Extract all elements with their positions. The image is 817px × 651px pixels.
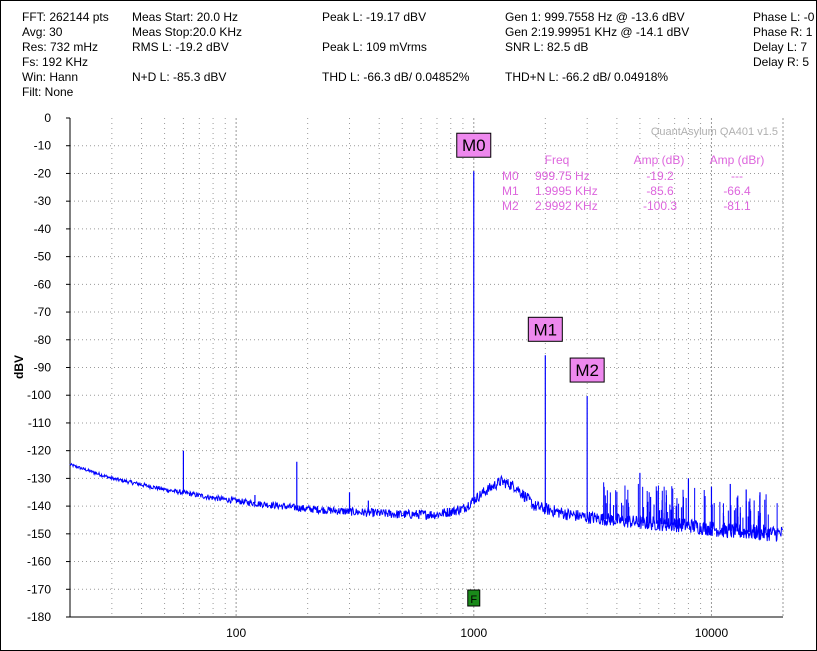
meas-stop: Meas Stop:20.0 KHz: [132, 25, 243, 39]
y-tick-label: -110: [28, 416, 51, 430]
x-tick-label: 10000: [695, 626, 729, 640]
marker-table-header: Amp (dBr): [710, 153, 765, 167]
y-tick-label: -160: [27, 555, 51, 569]
tick-labels: 0 -10 -20 -30 -40 -50 -60 -70 -80 -90 -100 -110 -120…: [27, 111, 728, 640]
y-tick-label: -40: [34, 222, 52, 236]
marker-table-freq: 999.75 Hz: [535, 169, 590, 183]
resolution: Res: 732 mHz: [22, 40, 99, 54]
marker-table-name: M2: [502, 199, 519, 213]
marker-label: M1: [533, 320, 557, 339]
marker-table-header: Freq: [545, 153, 570, 167]
y-tick-label: -180: [27, 610, 51, 624]
avg-count: Avg: 30: [22, 25, 63, 39]
peak-level-mv: Peak L: 109 mVrms: [322, 40, 427, 54]
generator-2: Gen 2:19.99951 KHz @ -14.1 dBV: [505, 25, 690, 39]
y-tick-label: -70: [34, 305, 52, 319]
marker-table-amp-db: -85.6: [646, 184, 674, 198]
snr-level: SNR L: 82.5 dB: [505, 40, 589, 54]
watermark: QuantAsylum QA401 v1.5: [651, 126, 778, 138]
marker-label: M0: [462, 136, 486, 155]
marker-table-amp-dbr: ---: [731, 169, 743, 183]
marker-table-name: M1: [502, 184, 519, 198]
delay-right: Delay R: 5: [753, 55, 810, 69]
phase-right: Phase R: 1: [753, 25, 813, 39]
window-type: Win: Hann: [22, 70, 79, 84]
marker-table-header: Amp (dB): [634, 153, 685, 167]
y-tick-label: -100: [27, 388, 51, 402]
peak-level-dbv: Peak L: -19.17 dBV: [322, 10, 427, 24]
marker-table-name: M0: [502, 169, 519, 183]
y-tick-label: -10: [34, 139, 52, 153]
y-tick-label: -170: [27, 582, 51, 596]
marker-table-amp-dbr: -66.4: [723, 184, 751, 198]
marker-table: Freq Amp (dB) Amp (dBr) M0 999.75 Hz -19.2 ---…: [502, 153, 764, 213]
plot-axes: [66, 117, 784, 618]
y-tick-label: -130: [27, 471, 51, 485]
marker-table-amp-dbr: -81.1: [723, 199, 751, 213]
y-tick-label: -140: [27, 499, 51, 513]
marker-flag: F: [467, 589, 481, 607]
x-tick-label: 100: [226, 626, 246, 640]
marker-table-amp-db: -100.3: [643, 199, 677, 213]
delay-left: Delay L: 7: [753, 40, 808, 54]
noise-distortion: N+D L: -85.3 dBV: [132, 70, 227, 84]
thdn-level: THD+N L: -66.2 dB/ 0.04918%: [505, 70, 669, 84]
y-tick-label: -30: [34, 194, 52, 208]
marker-box: [456, 132, 492, 158]
x-tick-label: 1000: [460, 626, 487, 640]
fft-points: FFT: 262144 pts: [22, 10, 109, 24]
marker-label: M2: [575, 361, 599, 380]
marker-table-freq: 1.9995 KHz: [535, 184, 598, 198]
spectrum-trace: [69, 171, 784, 542]
plot-grid: [70, 118, 783, 617]
y-tick-label: -120: [27, 444, 51, 458]
y-tick-label: 0: [44, 111, 51, 125]
y-tick-label: -90: [34, 361, 52, 375]
y-tick-label: -20: [34, 166, 52, 180]
marker-table-freq: 2.9992 KHz: [535, 199, 598, 213]
filter-type: Filt: None: [22, 85, 74, 99]
noise-floor-line: [69, 462, 784, 542]
sample-rate: Fs: 192 KHz: [22, 55, 89, 69]
fundamental-flag-label: F: [470, 594, 477, 606]
y-tick-label: -60: [34, 277, 52, 291]
generator-1: Gen 1: 999.7558 Hz @ -13.6 dBV: [505, 10, 685, 24]
fundamental-flag-box: [467, 589, 481, 607]
meas-start: Meas Start: 20.0 Hz: [132, 10, 239, 24]
marker-box: [569, 357, 605, 383]
phase-left: Phase L: -0: [753, 10, 815, 24]
marker-box: [527, 316, 563, 342]
y-tick-label: -80: [34, 333, 52, 347]
y-tick-label: -50: [34, 250, 52, 264]
y-tick-label: -150: [27, 527, 51, 541]
thd-level: THD L: -66.3 dB/ 0.04852%: [322, 70, 470, 84]
marker-table-amp-db: -19.2: [646, 169, 674, 183]
rms-level: RMS L: -19.2 dBV: [132, 40, 229, 54]
